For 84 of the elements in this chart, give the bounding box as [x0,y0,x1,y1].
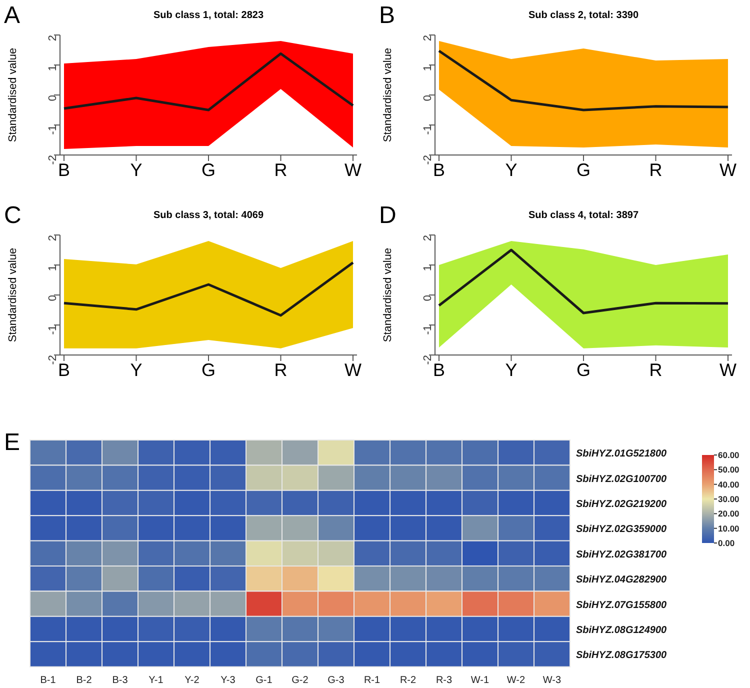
y-tick-label: -2 [46,155,59,165]
color-bar-label: 20.00 [718,508,740,519]
color-bar-label: 60.00 [718,450,740,460]
chart-title: Sub class 3, total: 4069 [152,210,265,221]
x-tick-label: Y-1 [148,674,164,686]
x-tick-label: R [649,160,662,180]
x-tick-label: B [432,360,446,380]
y-tick-label: -1 [46,125,59,135]
x-tick-label: G [576,160,591,180]
y-tick-label: -2 [46,355,59,365]
x-tick-label: W [720,160,736,180]
y-tick-label: SbiHYZ.07G155800 [576,600,668,611]
y-tick-label: SbiHYZ.02G219200 [576,499,668,510]
x-tick-label: Y [130,160,142,180]
x-tick-label: Y [130,360,142,380]
x-tick-label: Y-2 [184,674,200,686]
x-tick-label: B-2 [76,674,92,686]
y-tick-label: 0 [46,95,59,102]
y-tick-label: 2 [46,35,59,42]
x-tick-label: R [274,160,288,180]
x-tick-label: Y-3 [220,674,236,686]
y-tick-label: -1 [422,325,434,335]
x-tick-label: B-1 [40,674,56,686]
color-bar-label: 30.00 [718,494,740,504]
y-tick-label: 2 [422,235,434,242]
text: E [4,429,20,456]
y-tick-label: 1 [46,65,59,72]
x-tick-label: R-1 [364,674,380,686]
y-axis-title: Standardised value [6,48,19,142]
x-tick-label: B [58,360,70,380]
chart-title: Sub class 4, total: 3897 [527,210,640,221]
y-axis-title: Standardised value [6,248,19,342]
x-tick-label: B-3 [112,674,128,686]
y-tick-label: -2 [422,155,434,165]
y-tick-label: SbiHYZ.04G282900 [576,574,668,586]
y-tick-label: SbiHYZ.08G175300 [576,650,668,662]
x-tick-label: G-3 [328,674,345,686]
color-bar-label: 0.00 [718,538,735,548]
x-tick-label: W [344,360,362,380]
x-tick-label: W-2 [506,674,526,686]
x-tick-label: Y [505,360,518,380]
y-tick-label: -1 [46,325,59,335]
x-tick-label: G [201,360,216,380]
x-tick-label: G [576,360,591,380]
x-tick-label: W [720,360,736,380]
y-tick-label: 1 [46,265,59,272]
x-tick-label: W [344,160,362,180]
y-tick-label: 1 [422,65,434,72]
chart-title: Sub class 1, total: 2823 [152,10,265,21]
color-bar-label: 10.00 [718,523,740,534]
x-tick-label: G-1 [256,674,273,686]
x-tick-label: Y [505,160,518,180]
text: A [4,2,20,30]
y-tick-label: SbiHYZ.02G359000 [576,524,668,536]
y-tick-label: 2 [422,35,434,42]
y-tick-label: 0 [422,295,434,302]
y-tick-label: -1 [422,125,434,135]
x-tick-label: G [201,160,216,180]
y-tick-label: SbiHYZ.08G124900 [576,625,668,636]
color-bar-label: 40.00 [718,479,740,490]
y-tick-label: 0 [422,95,434,102]
y-tick-label: 2 [46,235,59,242]
color-bar-label: 50.00 [718,464,740,475]
y-axis-title: Standardised value [382,248,394,342]
y-tick-label: SbiHYZ.02G100700 [576,474,668,485]
x-tick-label: B [432,160,446,180]
y-tick-label: -2 [422,355,434,365]
x-tick-label: R-3 [436,674,452,686]
x-tick-label: W-3 [542,674,562,686]
x-tick-label: R [649,360,662,380]
chart-title: Sub class 2, total: 3390 [527,10,640,21]
x-tick-label: W-1 [470,674,490,686]
x-tick-label: R-2 [400,674,416,686]
y-axis-title: Standardised value [382,48,394,142]
x-tick-label: G-2 [292,674,309,686]
y-tick-label: 1 [422,265,434,272]
text: B [379,2,396,30]
y-tick-label: 0 [46,295,59,302]
x-tick-label: R [274,360,288,380]
y-tick-label: SbiHYZ.02G381700 [576,549,668,560]
x-tick-label: B [58,160,70,180]
text: D [379,202,396,230]
y-tick-label: SbiHYZ.01G521800 [576,448,668,460]
text: C [4,202,22,230]
